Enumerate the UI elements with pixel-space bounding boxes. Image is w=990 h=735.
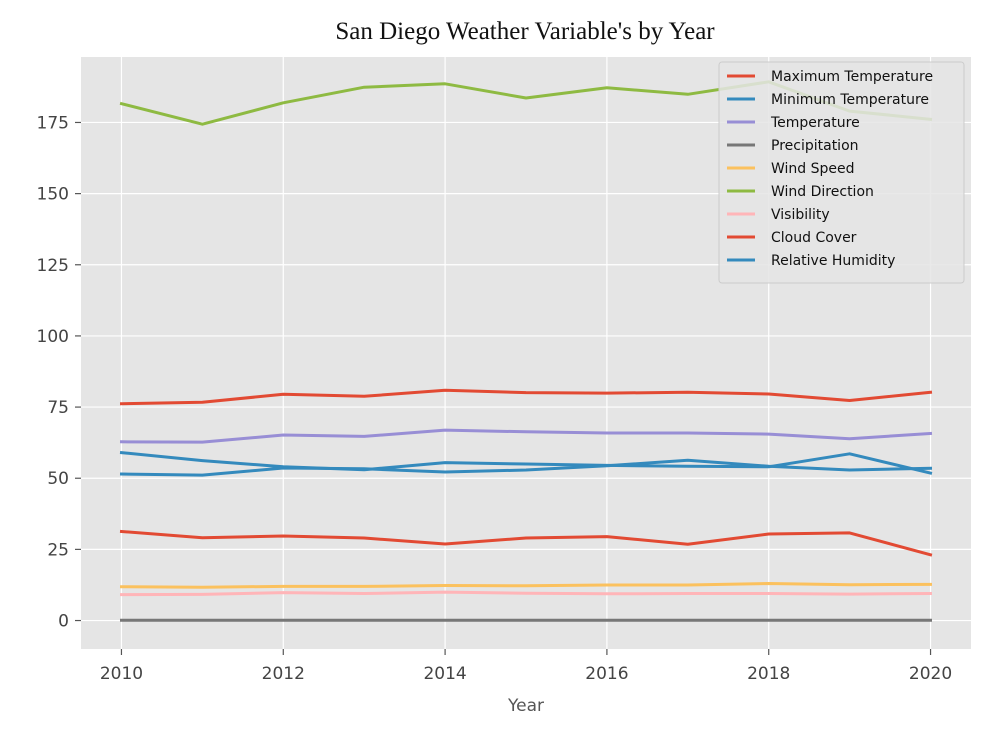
- series-line-visibility: [119, 590, 933, 597]
- x-tick-label: 2012: [262, 664, 305, 684]
- x-axis-label: Year: [507, 696, 544, 716]
- legend-label: Cloud Cover: [771, 230, 857, 246]
- legend-label: Wind Direction: [771, 184, 874, 200]
- chart-title: San Diego Weather Variable's by Year: [335, 18, 715, 45]
- series-line-maximum-temperature: [119, 388, 933, 406]
- legend-label: Visibility: [771, 207, 830, 223]
- series-line-cloud-cover: [119, 529, 933, 557]
- y-tick-label: 150: [37, 185, 69, 205]
- y-tick-label: 0: [58, 612, 69, 632]
- legend: Maximum Temperature Minimum Temperature Te…: [718, 61, 965, 284]
- legend-label: Minimum Temperature: [771, 92, 929, 108]
- y-tick-label: 100: [37, 327, 69, 347]
- series-line-temperature: [119, 428, 933, 444]
- series-line-relative-humidity: [119, 458, 933, 477]
- y-tick-label: 50: [47, 469, 69, 489]
- legend-box: [718, 61, 965, 284]
- legend-label: Temperature: [770, 115, 860, 131]
- y-tick-label: 25: [47, 540, 69, 560]
- x-tick-label: 2014: [423, 664, 466, 684]
- y-tick-label: 125: [37, 256, 69, 276]
- legend-label: Relative Humidity: [771, 253, 895, 269]
- y-tick-label: 75: [47, 398, 69, 418]
- x-tick-label: 2020: [909, 664, 952, 684]
- series-lines: [119, 80, 933, 622]
- x-tick-label: 2016: [585, 664, 628, 684]
- legend-label: Maximum Temperature: [771, 69, 933, 85]
- x-tick-label: 2010: [100, 664, 143, 684]
- x-tick-label: 2018: [747, 664, 790, 684]
- grid-lines: [81, 57, 971, 649]
- series-line-wind-speed: [119, 582, 933, 589]
- y-axis-ticks: 0 25 50 75 100 125 150 175: [37, 113, 81, 632]
- legend-label: Wind Speed: [771, 161, 855, 177]
- legend-label: Precipitation: [771, 138, 859, 154]
- series-line-minimum-temperature: [119, 450, 933, 475]
- x-axis-ticks: 2010 2012 2014 2016 2018 2020: [100, 649, 952, 684]
- y-tick-label: 175: [37, 113, 69, 133]
